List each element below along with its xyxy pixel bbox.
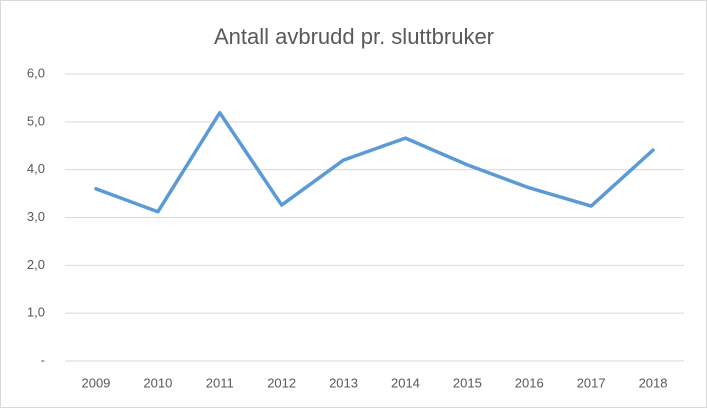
y-tick-label: 4,0 [27,161,45,176]
x-tick-label: 2009 [81,375,110,390]
y-tick-label: 1,0 [27,305,45,320]
x-tick-label: 2010 [143,375,172,390]
y-tick-label: 2,0 [27,257,45,272]
x-tick-label: 2012 [267,375,296,390]
data-line [94,110,655,214]
x-tick-label: 2017 [577,375,606,390]
y-tick-label: 6,0 [27,65,45,80]
x-tick-label: 2011 [206,375,234,390]
x-tick-label: 2013 [329,375,358,390]
chart-title: Antall avbrudd pr. sluttbruker [214,24,494,49]
x-tick-label: 2016 [515,375,544,390]
y-tick-label: 3,0 [27,209,45,224]
y-tick-label: - [41,352,45,367]
x-tick-label: 2014 [391,375,420,390]
y-tick-label: 5,0 [27,113,45,128]
x-tick-label: 2018 [639,375,668,390]
x-tick-label: 2015 [453,375,482,390]
